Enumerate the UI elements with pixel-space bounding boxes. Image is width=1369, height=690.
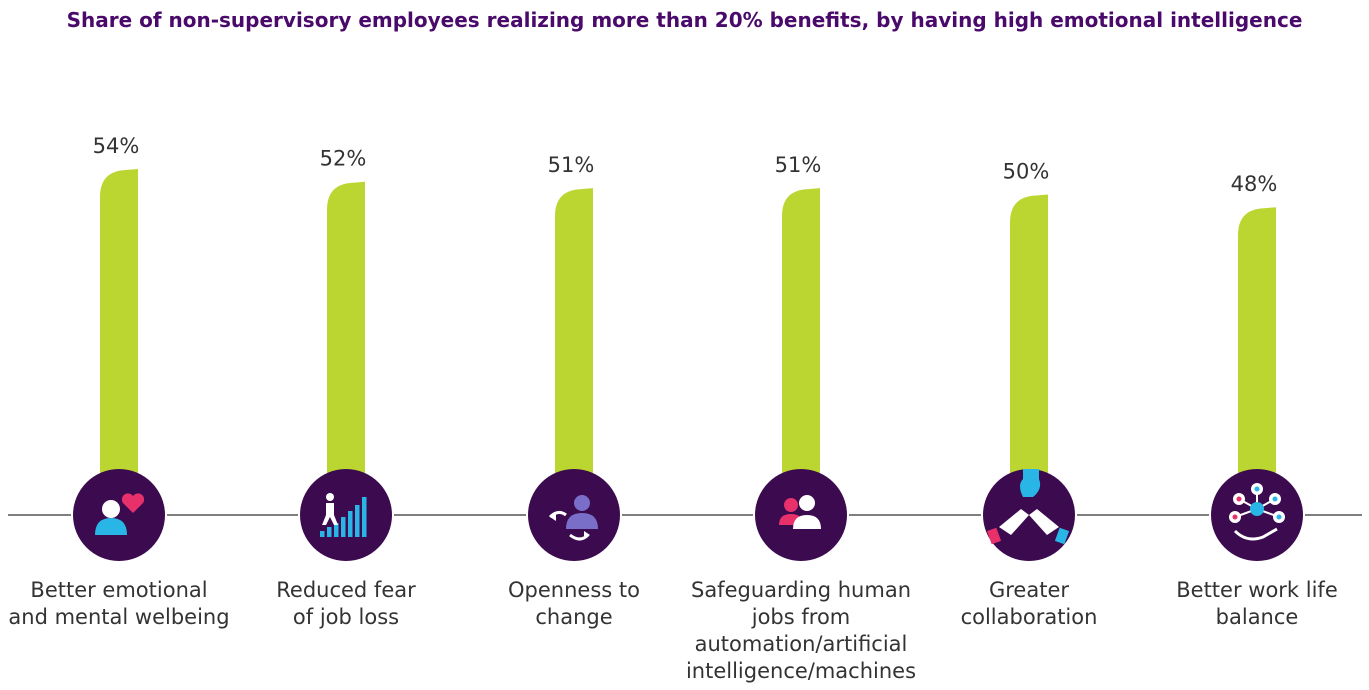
x-tick-label: Better work life balance	[1137, 577, 1369, 631]
person-heart-icon	[73, 469, 165, 561]
bar	[100, 169, 138, 515]
hands-stack-icon	[983, 469, 1075, 561]
x-tick-label-line: jobs from	[681, 604, 921, 631]
bar	[327, 182, 365, 515]
x-tick-label: Reduced fear of job loss	[226, 577, 466, 631]
x-tick-label: Greater collaboration	[909, 577, 1149, 631]
bar	[555, 188, 593, 515]
bar	[1238, 207, 1276, 515]
network-hand-icon	[1211, 469, 1303, 561]
x-tick-label-line: automation/artificial	[681, 631, 921, 658]
x-tick-label-line: change	[454, 604, 694, 631]
x-tick-label-line: intelligence/machines	[681, 658, 921, 685]
data-label: 50%	[1003, 159, 1050, 183]
x-tick-label-line: collaboration	[909, 604, 1149, 631]
x-tick-label: Better emotional and mental welbeing	[0, 577, 239, 631]
x-tick-label-line: and mental welbeing	[0, 604, 239, 631]
x-tick-label-line: Better work life	[1137, 577, 1369, 604]
data-label: 48%	[1231, 172, 1278, 196]
bar	[1010, 194, 1048, 515]
x-tick-label: Safeguarding human jobs from automation/ar…	[681, 577, 921, 685]
x-tick-label-line: Greater	[909, 577, 1149, 604]
x-tick-label-line: Reduced fear	[226, 577, 466, 604]
data-label: 51%	[548, 153, 595, 177]
bar	[782, 188, 820, 515]
x-tick-label-line: Openness to	[454, 577, 694, 604]
data-label: 52%	[320, 147, 367, 171]
x-tick-label-line: Better emotional	[0, 577, 239, 604]
two-people-icon	[755, 469, 847, 561]
person-change-icon	[528, 469, 620, 561]
data-label: 54%	[93, 134, 140, 158]
x-tick-label-line: Safeguarding human	[681, 577, 921, 604]
x-tick-label-line: of job loss	[226, 604, 466, 631]
x-tick-label: Openness to change	[454, 577, 694, 631]
data-label: 51%	[775, 153, 822, 177]
stairs-growth-icon	[300, 469, 392, 561]
x-tick-label-line: balance	[1137, 604, 1369, 631]
